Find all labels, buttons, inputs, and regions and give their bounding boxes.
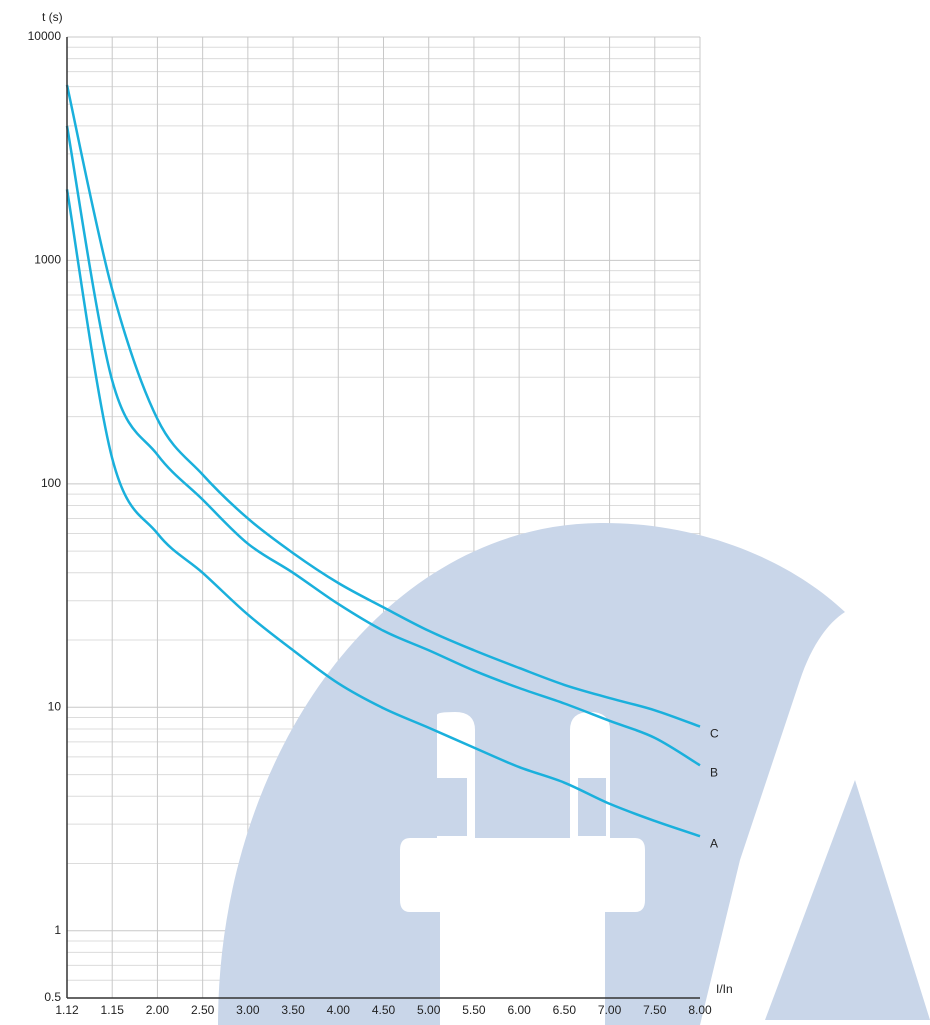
x-tick-label: 4.50 (372, 1003, 396, 1017)
y-tick-label: 1000 (34, 253, 61, 267)
x-tick-label: 1.15 (101, 1003, 125, 1017)
y-tick-label: 1 (54, 923, 61, 937)
x-tick-label: 7.50 (643, 1003, 667, 1017)
y-tick-label: 10 (48, 699, 62, 713)
x-tick-label: 5.00 (417, 1003, 441, 1017)
x-tick-label: 5.50 (462, 1003, 486, 1017)
y-tick-label: 100 (41, 476, 61, 490)
series-label: C (710, 727, 719, 741)
x-tick-label: 3.00 (236, 1003, 260, 1017)
y-axis-label: t (s) (42, 10, 63, 24)
curve (65, 125, 701, 767)
x-tick-label: 7.00 (598, 1003, 622, 1017)
series-label: B (710, 765, 718, 779)
x-tick-label: 6.50 (553, 1003, 577, 1017)
x-tick-label: 4.00 (327, 1003, 351, 1017)
x-tick-label: 6.00 (507, 1003, 531, 1017)
x-tick-label: 1.12 (55, 1003, 79, 1017)
x-axis-label: I/In (716, 982, 733, 996)
curve (65, 84, 701, 728)
x-tick-label: 3.50 (281, 1003, 305, 1017)
y-tick-label: 0.5 (44, 990, 61, 1004)
series-label: A (710, 836, 718, 850)
x-tick-label: 8.00 (688, 1003, 712, 1017)
x-tick-label: 2.50 (191, 1003, 215, 1017)
curve (65, 189, 701, 838)
watermark (218, 522, 930, 1025)
y-tick-label: 10000 (28, 29, 62, 43)
x-tick-label: 2.00 (146, 1003, 170, 1017)
